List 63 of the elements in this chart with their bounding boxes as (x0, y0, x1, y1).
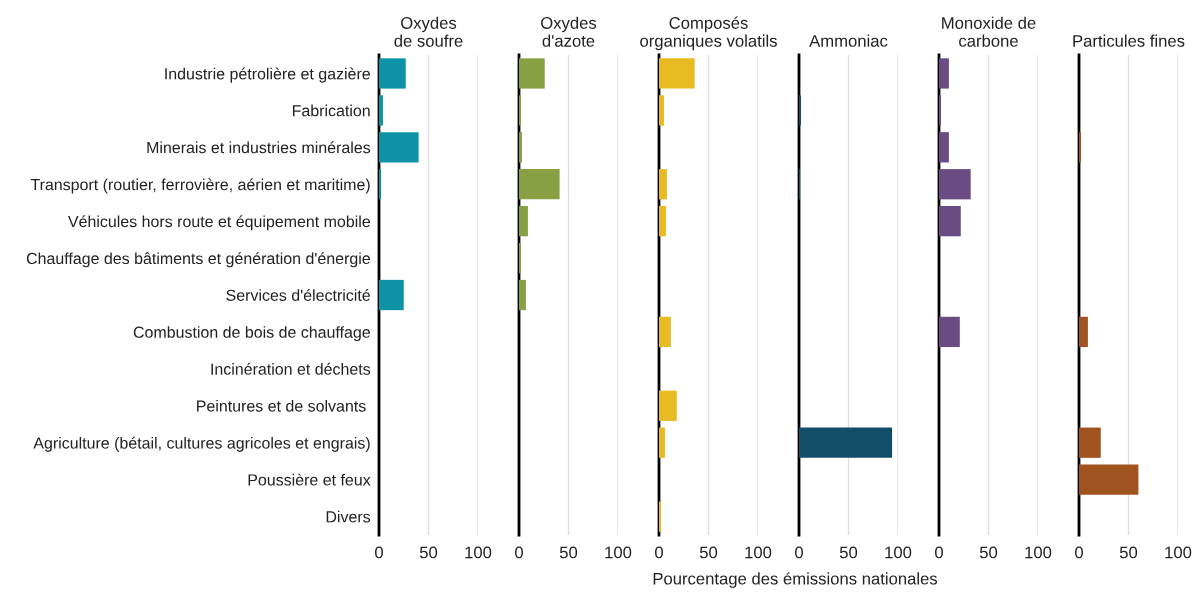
bar (519, 206, 528, 237)
bar (659, 427, 665, 458)
bar (379, 132, 419, 163)
x-tick-label: 50 (419, 546, 438, 559)
y-tick-label: Fabrication (292, 104, 370, 117)
x-tick-label: 50 (839, 546, 858, 559)
bar (519, 169, 560, 200)
y-tick-label: Services d'électricité (226, 289, 370, 301)
x-tick-label: 100 (1165, 546, 1192, 559)
x-tick-label: 100 (745, 546, 772, 559)
chart-title: Particules fines (1073, 34, 1185, 47)
bar (1079, 427, 1101, 458)
chart-title: Monoxide de carbone (942, 16, 1036, 47)
x-tick-label: 50 (979, 546, 998, 559)
y-tick-label: Combustion de bois de chauffage (133, 326, 370, 342)
bar (519, 279, 526, 311)
bar (659, 316, 671, 348)
y-tick-label: Incinération et déchets (211, 362, 371, 375)
x-tick-label: 0 (795, 546, 803, 559)
y-tick-label: Transport (routier, ferrovière, aérien et maritime) (30, 178, 370, 194)
y-tick-label: Minerais et industries minérales (147, 141, 371, 154)
y-tick-label: Industrie pétrolière et gazière (165, 67, 370, 83)
bar (659, 206, 666, 237)
bar (1079, 464, 1139, 495)
y-tick-label: Divers (326, 510, 371, 523)
y-tick-label: Peintures et de solvants (197, 399, 366, 412)
x-tick-label: 0 (1075, 546, 1083, 559)
y-tick-label: Agriculture (bétail, cultures agricoles et engrais) (33, 436, 370, 452)
x-tick-label: 0 (515, 546, 523, 559)
chart-title: Ammoniac (809, 34, 888, 47)
bar (379, 279, 404, 311)
bar (939, 206, 961, 237)
y-tick-label: Poussière et feux (248, 473, 371, 486)
x-tick-label: 50 (1119, 546, 1138, 559)
x-tick-label: 100 (605, 546, 632, 559)
x-tick-label: 50 (559, 546, 578, 559)
chart-title: Oxydes de soufre (394, 16, 463, 47)
y-tick-label: Véhicules hors route et équipement mobile (68, 215, 370, 231)
x-tick-label: 50 (699, 546, 718, 559)
chart-title: Composés organiques volatils (640, 16, 777, 51)
bar (939, 58, 949, 89)
bar (659, 169, 667, 200)
x-tick-label: 0 (375, 546, 383, 559)
bar (939, 132, 949, 163)
bar (939, 169, 971, 200)
bar (379, 58, 406, 89)
bar (799, 427, 893, 458)
x-axis-title: Pourcentage des émissions nationales (653, 572, 938, 588)
bar (659, 58, 695, 89)
bar (379, 95, 383, 126)
y-tick-label: Chauffage des bâtiments et génération d'énergie (26, 252, 370, 268)
x-tick-label: 100 (885, 546, 912, 559)
bar (519, 58, 545, 89)
bar (659, 95, 664, 126)
x-tick-label: 0 (935, 546, 943, 559)
x-tick-label: 100 (465, 546, 492, 559)
bar (939, 316, 960, 348)
bar (519, 132, 522, 163)
bar (659, 390, 677, 421)
x-tick-label: 0 (655, 546, 663, 559)
x-tick-label: 100 (1025, 546, 1052, 559)
chart-title: Oxydes d'azote (541, 16, 597, 47)
bar (1079, 316, 1088, 348)
